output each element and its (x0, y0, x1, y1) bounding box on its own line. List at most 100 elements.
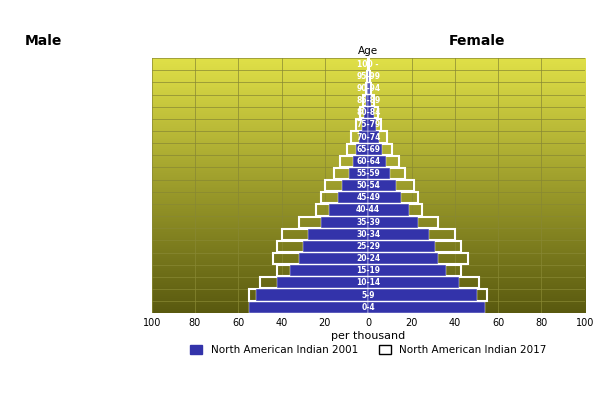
Legend: North American Indian 2001, North American Indian 2017: North American Indian 2001, North Americ… (186, 341, 551, 359)
Bar (347, 143, 368, 155)
Text: 35-39: 35-39 (356, 218, 380, 226)
Bar (277, 277, 368, 289)
Bar (290, 265, 368, 276)
Text: 70-74: 70-74 (356, 133, 381, 141)
Bar (368, 71, 370, 82)
Bar (368, 229, 429, 240)
Bar (368, 143, 392, 155)
Bar (334, 168, 368, 179)
Bar (249, 289, 368, 300)
Bar (320, 192, 368, 203)
Bar (349, 168, 368, 179)
Bar (368, 95, 371, 106)
Text: 10-14: 10-14 (356, 278, 380, 287)
Bar (367, 71, 368, 82)
Bar (365, 83, 368, 94)
Text: 25-29: 25-29 (356, 242, 380, 251)
Bar (340, 156, 368, 167)
Bar (351, 132, 368, 143)
Bar (368, 83, 370, 94)
Bar (368, 253, 468, 264)
Bar (368, 241, 462, 252)
Bar (368, 119, 376, 131)
Text: Male: Male (25, 34, 62, 48)
Text: 55-59: 55-59 (356, 169, 380, 178)
Bar (356, 119, 368, 131)
Text: Age: Age (358, 46, 378, 56)
X-axis label: per thousand: per thousand (331, 331, 406, 341)
Bar (368, 95, 374, 106)
Bar (368, 180, 414, 191)
Bar (368, 180, 396, 191)
Bar (368, 265, 446, 276)
Bar (256, 289, 368, 300)
Text: 0-4: 0-4 (361, 302, 375, 312)
Text: 60-64: 60-64 (356, 157, 380, 166)
Bar (368, 217, 437, 228)
Bar (353, 156, 368, 167)
Bar (368, 204, 409, 215)
Text: 20-24: 20-24 (356, 254, 380, 263)
Text: 30-34: 30-34 (356, 230, 380, 239)
Bar (368, 217, 418, 228)
Bar (368, 253, 437, 264)
Bar (368, 132, 387, 143)
Bar (281, 229, 368, 240)
Bar (299, 217, 368, 228)
Bar (368, 192, 418, 203)
Bar (329, 204, 368, 215)
Bar (342, 180, 368, 191)
Bar (367, 83, 368, 94)
Bar (364, 107, 368, 118)
Bar (368, 119, 381, 131)
Bar (325, 180, 368, 191)
Bar (364, 95, 368, 106)
Text: 50-54: 50-54 (356, 181, 380, 190)
Text: 75-79: 75-79 (356, 120, 381, 129)
Bar (273, 253, 368, 264)
Bar (308, 229, 368, 240)
Text: 65-69: 65-69 (356, 145, 380, 154)
Bar (368, 143, 382, 155)
Bar (277, 241, 368, 252)
Text: Female: Female (448, 34, 505, 48)
Bar (368, 302, 479, 313)
Text: 40-44: 40-44 (356, 206, 380, 215)
Bar (368, 277, 459, 289)
Bar (368, 59, 369, 70)
Bar (249, 302, 368, 313)
Bar (368, 265, 462, 276)
Bar (299, 253, 368, 264)
Text: 45-49: 45-49 (356, 193, 380, 202)
Bar (368, 71, 369, 82)
Bar (368, 277, 479, 289)
Bar (260, 302, 368, 313)
Bar (366, 95, 368, 106)
Bar (368, 289, 476, 300)
Bar (303, 241, 368, 252)
Bar (316, 204, 368, 215)
Text: 5-9: 5-9 (362, 291, 375, 300)
Text: 100 -: 100 - (357, 60, 379, 69)
Text: 80-84: 80-84 (356, 108, 381, 117)
Bar (320, 217, 368, 228)
Bar (356, 143, 368, 155)
Bar (368, 241, 435, 252)
Bar (368, 168, 405, 179)
Bar (368, 83, 371, 94)
Text: 15-19: 15-19 (356, 266, 380, 275)
Bar (338, 192, 368, 203)
Bar (359, 107, 368, 118)
Bar (368, 168, 390, 179)
Bar (368, 192, 401, 203)
Bar (368, 289, 487, 300)
Text: 85-89: 85-89 (356, 96, 381, 105)
Bar (368, 132, 379, 143)
Bar (368, 302, 485, 313)
Text: 95-99: 95-99 (356, 72, 380, 81)
Bar (362, 119, 368, 131)
Bar (277, 265, 368, 276)
Bar (260, 277, 368, 289)
Bar (359, 132, 368, 143)
Bar (368, 156, 385, 167)
